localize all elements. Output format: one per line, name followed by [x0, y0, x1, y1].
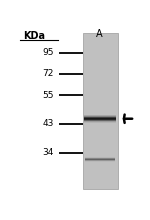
- Bar: [84, 121, 116, 122]
- Text: A: A: [96, 29, 103, 39]
- Bar: [84, 115, 116, 116]
- Bar: [84, 122, 116, 123]
- Bar: [84, 117, 116, 118]
- Text: 34: 34: [42, 148, 54, 157]
- Bar: [84, 120, 116, 121]
- Bar: [84, 116, 116, 117]
- Bar: [85, 159, 115, 160]
- Bar: [85, 157, 115, 158]
- Bar: [85, 160, 115, 161]
- Text: 95: 95: [42, 48, 54, 57]
- Text: 43: 43: [42, 119, 54, 128]
- Bar: [84, 118, 116, 119]
- Text: 55: 55: [42, 90, 54, 99]
- Bar: [85, 161, 115, 162]
- Text: 72: 72: [42, 69, 54, 78]
- Bar: [85, 158, 115, 159]
- Text: KDa: KDa: [23, 31, 45, 41]
- Bar: [84, 119, 116, 120]
- Bar: [83, 33, 118, 189]
